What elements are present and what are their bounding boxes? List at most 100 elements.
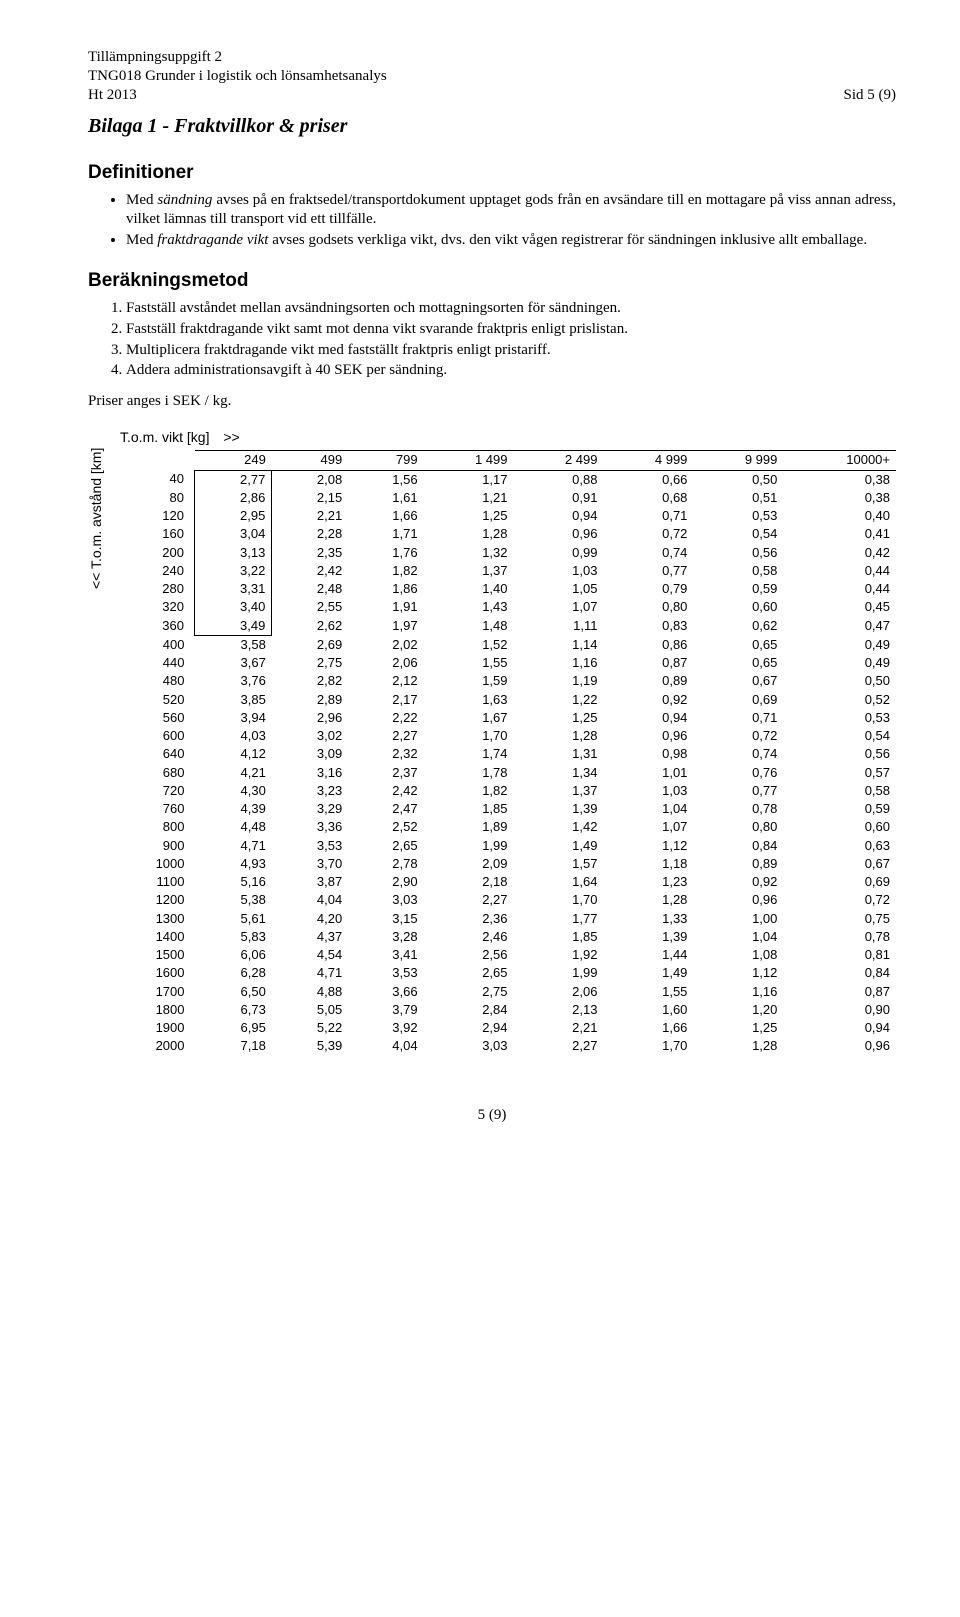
price-cell: 2,82 [272,672,348,690]
price-cell: 2,08 [272,470,348,489]
distance-label: 2000 [120,1037,195,1055]
distance-label: 200 [120,544,195,562]
price-cell: 0,86 [603,635,693,654]
distance-label: 440 [120,654,195,672]
price-cell: 1,99 [424,837,514,855]
table-row: 4403,672,752,061,551,160,870,650,49 [120,654,896,672]
price-cell: 0,79 [603,580,693,598]
method-step: Addera administrationsavgift à 40 SEK pe… [126,361,896,380]
price-cell: 1,85 [514,928,604,946]
price-cell: 1,17 [424,470,514,489]
definition-term: fraktdragande vikt [157,232,268,248]
distance-label: 40 [120,470,195,489]
price-cell: 0,77 [693,782,783,800]
table-row: 6004,033,022,271,701,280,960,720,54 [120,727,896,745]
table-header-blank [120,451,195,470]
table-row: 10004,933,702,782,091,571,180,890,67 [120,855,896,873]
price-cell: 1,40 [424,580,514,598]
method-step: Multiplicera fraktdragande vikt med fast… [126,341,896,360]
distance-label: 360 [120,617,195,636]
price-cell: 1,25 [514,709,604,727]
price-cell: 3,76 [195,672,272,690]
distance-label: 320 [120,598,195,616]
price-cell: 1,16 [693,983,783,1001]
price-cell: 4,21 [195,764,272,782]
table-row: 2003,132,351,761,320,990,740,560,42 [120,544,896,562]
price-cell: 0,89 [693,855,783,873]
price-cell: 2,69 [272,635,348,654]
definition-item: Med fraktdragande vikt avses godsets ver… [126,231,896,250]
price-cell: 0,92 [603,691,693,709]
doc-header: Tillämpningsuppgift 2 TNG018 Grunder i l… [88,48,896,104]
distance-label: 1900 [120,1019,195,1037]
price-cell: 0,44 [783,580,896,598]
price-cell: 2,18 [424,873,514,891]
price-cell: 3,03 [424,1037,514,1055]
price-cell: 1,32 [424,544,514,562]
price-cell: 0,71 [693,709,783,727]
price-cell: 0,38 [783,489,896,507]
price-cell: 4,04 [272,891,348,909]
tom-arrow: >> [223,429,239,445]
price-cell: 3,36 [272,818,348,836]
distance-label: 1800 [120,1001,195,1019]
distance-label: 120 [120,507,195,525]
price-cell: 0,74 [693,745,783,763]
table-row: 16006,284,713,532,651,991,491,120,84 [120,964,896,982]
table-row: 13005,614,203,152,361,771,331,000,75 [120,910,896,928]
price-cell: 1,52 [424,635,514,654]
price-cell: 0,94 [514,507,604,525]
price-cell: 0,84 [783,964,896,982]
price-cell: 2,21 [514,1019,604,1037]
table-row: 5603,942,962,221,671,250,940,710,53 [120,709,896,727]
distance-label: 80 [120,489,195,507]
price-cell: 3,40 [195,598,272,616]
price-cell: 1,70 [603,1037,693,1055]
distance-label: 1100 [120,873,195,891]
price-cell: 0,96 [603,727,693,745]
price-cell: 1,92 [514,946,604,964]
price-cell: 0,96 [783,1037,896,1055]
price-cell: 3,67 [195,654,272,672]
price-cell: 5,83 [195,928,272,946]
price-cell: 1,31 [514,745,604,763]
price-cell: 0,58 [693,562,783,580]
price-cell: 0,62 [693,617,783,636]
price-cell: 1,44 [603,946,693,964]
price-cell: 0,49 [783,635,896,654]
price-cell: 3,85 [195,691,272,709]
price-cell: 0,80 [603,598,693,616]
price-cell: 2,42 [348,782,423,800]
weight-header: 249 [195,451,272,470]
price-cell: 0,68 [603,489,693,507]
price-cell: 1,28 [603,891,693,909]
price-cell: 2,89 [272,691,348,709]
price-cell: 1,20 [693,1001,783,1019]
y-axis-label-wrap: << T.o.m. avstånd [km] [88,429,114,1056]
price-cell: 1,70 [424,727,514,745]
price-cell: 1,49 [514,837,604,855]
price-cell: 4,37 [272,928,348,946]
price-cell: 0,77 [603,562,693,580]
price-cell: 0,91 [514,489,604,507]
price-cell: 0,53 [693,507,783,525]
distance-label: 1400 [120,928,195,946]
price-cell: 1,03 [514,562,604,580]
price-cell: 1,28 [424,525,514,543]
distance-label: 760 [120,800,195,818]
price-cell: 7,18 [195,1037,272,1055]
price-cell: 1,48 [424,617,514,636]
price-cell: 4,93 [195,855,272,873]
price-cell: 0,71 [603,507,693,525]
price-cell: 3,28 [348,928,423,946]
price-cell: 2,65 [424,964,514,982]
price-cell: 0,42 [783,544,896,562]
definitions-heading: Definitioner [88,161,896,185]
price-cell: 2,75 [424,983,514,1001]
price-cell: 1,61 [348,489,423,507]
price-cell: 5,61 [195,910,272,928]
price-cell: 6,73 [195,1001,272,1019]
price-cell: 1,56 [348,470,423,489]
footer-page-number: 5 (9) [88,1106,896,1125]
table-row: 2803,312,481,861,401,050,790,590,44 [120,580,896,598]
